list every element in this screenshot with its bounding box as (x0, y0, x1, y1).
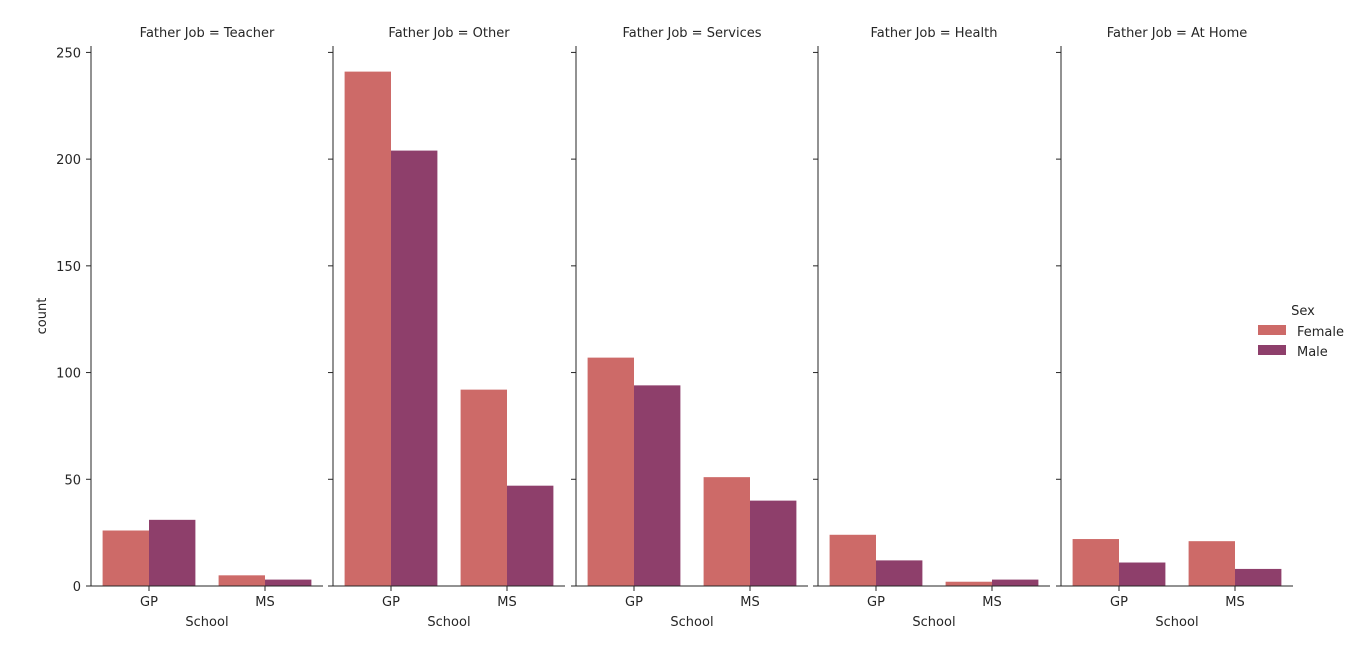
bar-male-gp (149, 519, 196, 586)
facet-title: Father Job = Teacher (140, 26, 275, 41)
y-tick-label: 250 (56, 46, 81, 61)
bar-male-gp (876, 560, 923, 586)
legend-label-male: Male (1297, 345, 1328, 360)
bar-male-ms (1235, 568, 1282, 586)
y-tick-label: 150 (56, 260, 81, 275)
y-axis-title: count (35, 298, 50, 335)
x-axis-title: School (912, 615, 955, 630)
bar-female-ms (945, 581, 992, 586)
bar-female-gp (344, 71, 391, 586)
y-tick-label: 0 (73, 580, 81, 595)
bar-male-gp (1119, 562, 1166, 586)
bar-female-ms (1188, 541, 1235, 586)
x-axis-title: School (1155, 615, 1198, 630)
legend-swatch-male (1258, 345, 1286, 355)
x-tick-label: MS (1225, 595, 1244, 610)
x-tick-label: GP (1110, 595, 1128, 610)
bar-female-gp (829, 534, 876, 586)
facet-title: Father Job = Services (622, 26, 761, 41)
x-tick-label: GP (382, 595, 400, 610)
bar-male-gp (391, 150, 438, 587)
y-tick-label: 50 (64, 473, 81, 488)
x-tick-label: MS (740, 595, 759, 610)
x-tick-label: MS (255, 595, 274, 610)
legend-title: Sex (1291, 304, 1315, 319)
bar-male-ms (507, 485, 554, 586)
bar-female-gp (102, 530, 149, 586)
bar-female-ms (703, 477, 750, 586)
bar-male-ms (265, 579, 312, 586)
facet-title: Father Job = Health (871, 26, 998, 41)
legend-label-female: Female (1297, 325, 1344, 340)
facet-title: Father Job = At Home (1107, 26, 1248, 41)
facet-title: Father Job = Other (388, 26, 510, 41)
y-tick-label: 100 (56, 367, 81, 382)
x-axis-title: School (670, 615, 713, 630)
legend-swatch-female (1258, 325, 1286, 335)
y-tick-label: 200 (56, 153, 81, 168)
bar-female-ms (218, 575, 265, 586)
bar-male-ms (750, 500, 797, 586)
x-axis-title: School (185, 615, 228, 630)
bar-male-ms (992, 579, 1039, 586)
bar-female-gp (1072, 539, 1119, 586)
x-tick-label: MS (497, 595, 516, 610)
bar-male-gp (634, 385, 681, 586)
x-tick-label: GP (140, 595, 158, 610)
x-tick-label: MS (982, 595, 1001, 610)
x-tick-label: GP (867, 595, 885, 610)
bar-female-ms (460, 389, 507, 586)
x-axis-title: School (427, 615, 470, 630)
bar-female-gp (587, 357, 634, 586)
x-tick-label: GP (625, 595, 643, 610)
